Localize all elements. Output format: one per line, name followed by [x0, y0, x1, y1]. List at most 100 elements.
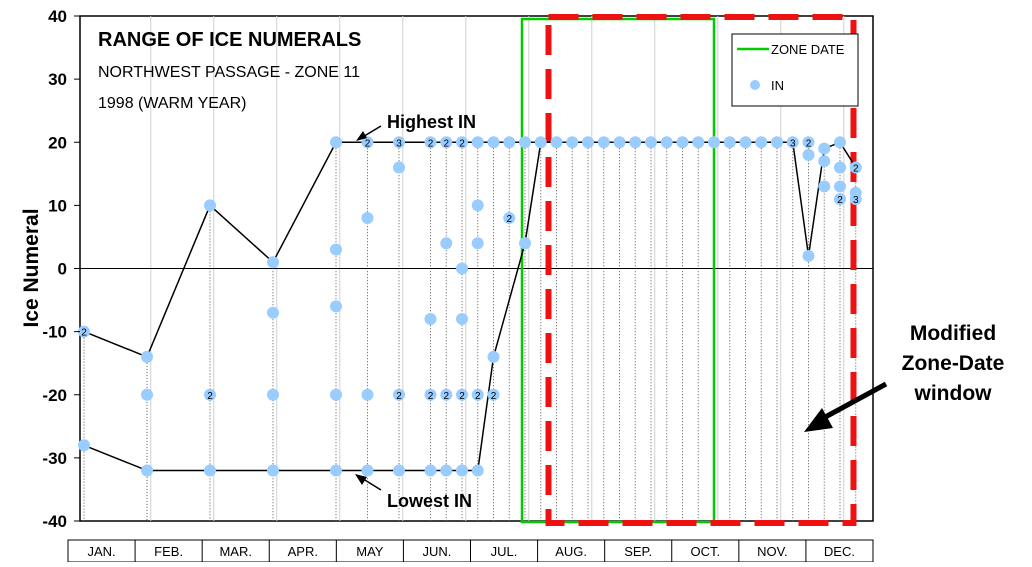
chart-subtitle-year: 1998 (WARM YEAR) — [98, 95, 246, 112]
data-point — [393, 161, 405, 174]
data-point — [487, 350, 500, 363]
y-tick-label: 30 — [48, 70, 67, 89]
month-label: AUG. — [555, 544, 587, 559]
month-label: JUN. — [423, 544, 452, 559]
data-point — [834, 161, 846, 174]
data-point — [723, 136, 736, 149]
data-point — [597, 136, 610, 149]
data-point — [471, 388, 484, 401]
data-point — [456, 313, 468, 325]
chart-subtitle-location: NORTHWEST PASSAGE - ZONE 11 — [98, 64, 360, 81]
data-point — [204, 464, 216, 477]
point-count-label: 2 — [365, 138, 371, 149]
point-count-label: 2 — [806, 138, 812, 149]
month-label: SEP. — [624, 544, 652, 559]
data-point — [456, 136, 468, 149]
data-point — [440, 136, 453, 149]
modified-window-arrowhead — [804, 408, 833, 432]
data-point — [424, 313, 437, 325]
data-point — [393, 464, 405, 477]
point-count-label: 2 — [443, 391, 449, 402]
point-count-label: 2 — [475, 391, 481, 402]
data-point — [330, 300, 342, 313]
data-point — [361, 212, 374, 224]
point-count-label: 2 — [491, 391, 497, 402]
data-point — [204, 199, 216, 212]
data-point — [676, 136, 689, 149]
data-point — [456, 464, 468, 477]
data-point — [487, 388, 500, 401]
point-count-label: 3 — [853, 195, 859, 206]
point-count-label: 3 — [790, 138, 796, 149]
month-label: NOV. — [757, 544, 788, 559]
lowest-in-annotation: Lowest IN — [355, 474, 472, 511]
y-tick-label: -40 — [42, 512, 67, 531]
y-tick-label: 40 — [48, 7, 67, 26]
highest-in-arrowhead — [356, 131, 367, 141]
highest-in-label: Highest IN — [387, 112, 476, 132]
data-point — [456, 262, 468, 275]
data-point — [393, 136, 405, 149]
data-point — [503, 212, 516, 224]
data-point — [739, 136, 752, 149]
month-table: JAN. FEB. MAR. APR. MAY JUN. JUL. AUG. SEP. OCT. N… — [67, 539, 874, 563]
data-point — [141, 388, 153, 401]
point-count-label: 2 — [459, 138, 465, 149]
legend-in-label: IN — [771, 78, 784, 93]
point-count-label: 2 — [443, 138, 449, 149]
point-count-label: 3 — [396, 138, 402, 149]
point-count-label: 2 — [506, 214, 512, 225]
data-point — [503, 136, 516, 149]
point-count-label: 2 — [853, 164, 859, 175]
month-label: MAR. — [219, 544, 252, 559]
data-point — [330, 388, 342, 401]
data-point — [519, 136, 531, 149]
data-point — [440, 464, 453, 477]
data-point — [629, 136, 642, 149]
data-point — [471, 199, 484, 212]
legend-zone-date-label: ZONE DATE — [771, 42, 845, 57]
data-point — [471, 464, 484, 477]
point-count-label: 2 — [428, 138, 434, 149]
y-tick-label: -10 — [42, 323, 67, 342]
point-count-label: 2 — [428, 391, 434, 402]
data-point — [361, 136, 374, 149]
modified-label-line2: Zone-Date — [902, 352, 1005, 375]
data-point — [204, 388, 216, 401]
data-point — [849, 161, 862, 174]
data-point — [519, 237, 531, 250]
data-point — [834, 193, 846, 206]
modified-window-arrow — [816, 381, 888, 424]
data-point — [141, 464, 153, 477]
data-point — [330, 136, 342, 149]
month-label: DEC. — [824, 544, 855, 559]
data-point — [393, 388, 405, 401]
point-count-label: 2 — [459, 391, 465, 402]
data-point — [424, 464, 437, 477]
data-point — [330, 464, 342, 477]
data-point — [566, 136, 579, 149]
data-point — [818, 142, 831, 155]
lowest-in-label: Lowest IN — [387, 491, 472, 511]
point-count-label: 2 — [81, 328, 87, 339]
y-tick-label: -20 — [42, 386, 67, 405]
data-point — [267, 464, 279, 477]
data-point — [645, 136, 657, 149]
data-point — [424, 388, 437, 401]
data-point — [771, 136, 783, 149]
data-point — [582, 136, 594, 149]
data-point — [613, 136, 626, 149]
point-count-label: 2 — [837, 195, 843, 206]
modified-window-annotation: Modified Zone-Date window — [804, 322, 1004, 432]
data-point — [550, 136, 563, 149]
month-label: JAN. — [87, 544, 115, 559]
data-point — [534, 136, 547, 149]
highest-in-annotation: Highest IN — [356, 112, 476, 141]
data-point — [361, 388, 374, 401]
data-point — [141, 350, 153, 363]
legend-box — [731, 33, 859, 107]
data-point — [471, 136, 484, 149]
modified-zone-date-window — [545, 14, 857, 526]
